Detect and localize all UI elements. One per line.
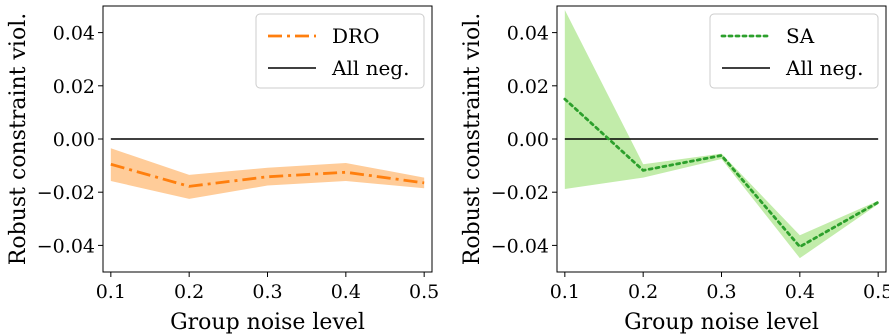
y-tick-label: 0.02 bbox=[507, 76, 549, 98]
band-sa bbox=[564, 9, 879, 259]
x-tick-label: 0.3 bbox=[252, 281, 282, 303]
series-line-dro bbox=[110, 162, 425, 188]
legend: SA All neg. bbox=[709, 13, 879, 89]
legend-box bbox=[709, 13, 879, 89]
x-tick-label: 0.1 bbox=[96, 281, 126, 303]
x-tick-label: 0.2 bbox=[174, 281, 204, 303]
y-axis-label: Robust constraint viol. bbox=[460, 13, 485, 265]
x-tick-label: 0.4 bbox=[331, 281, 361, 303]
y-tick-label: 0.02 bbox=[53, 76, 95, 98]
x-axis-label: Group noise level bbox=[624, 310, 819, 335]
legend-entry-label: SA bbox=[786, 24, 815, 48]
chart-panel-2: 0.1 0.2 0.3 0.4 0.5 −0.04 −0.02 0.00 0.02 0.04 Gro… bbox=[460, 5, 889, 335]
y-tick-label: 0.04 bbox=[53, 23, 95, 45]
x-tick-label: 0.5 bbox=[409, 281, 439, 303]
y-tick-label: −0.04 bbox=[37, 235, 95, 257]
y-tick-label: −0.02 bbox=[491, 182, 549, 204]
x-axis-label: Group noise level bbox=[170, 310, 365, 335]
y-tick-label: 0.00 bbox=[507, 129, 549, 151]
band-dro bbox=[110, 148, 425, 199]
legend-box bbox=[255, 13, 425, 89]
legend-entry-label: All neg. bbox=[785, 56, 863, 80]
y-tick-label: 0.04 bbox=[507, 23, 549, 45]
legend-entry-label: DRO bbox=[332, 24, 380, 48]
y-tick-label: −0.04 bbox=[491, 235, 549, 257]
x-tick-label: 0.3 bbox=[706, 281, 736, 303]
x-tick-label: 0.2 bbox=[628, 281, 658, 303]
y-tick-label: 0.00 bbox=[53, 129, 95, 151]
legend: DRO All neg. bbox=[255, 13, 425, 89]
chart-panel-1: 0.1 0.2 0.3 0.4 0.5 −0.04 −0.02 0.00 0.02 0.04 Gro… bbox=[6, 5, 439, 335]
y-axis-label: Robust constraint viol. bbox=[6, 13, 31, 265]
x-tick-label: 0.1 bbox=[550, 281, 580, 303]
x-tick-label: 0.4 bbox=[785, 281, 815, 303]
y-tick-label: −0.02 bbox=[37, 182, 95, 204]
series-line-sa bbox=[563, 97, 880, 249]
legend-entry-label: All neg. bbox=[331, 56, 409, 80]
x-tick-label: 0.5 bbox=[863, 281, 889, 303]
